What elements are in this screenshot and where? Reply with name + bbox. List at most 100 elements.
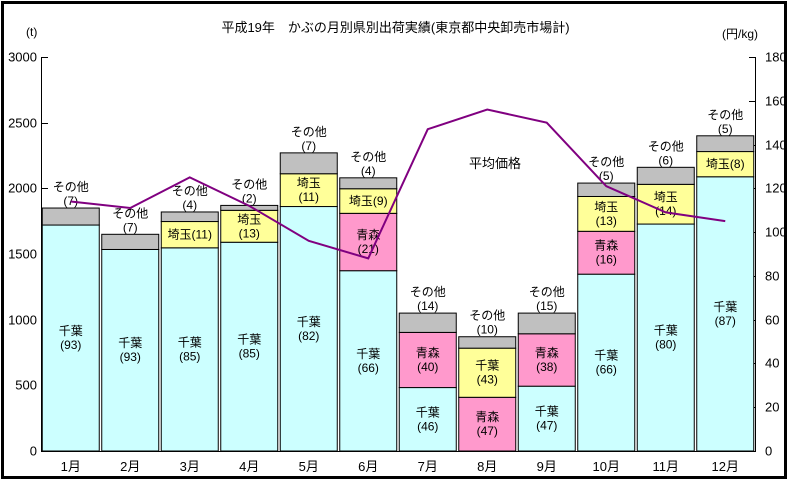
segment-label: 千葉	[594, 349, 618, 363]
right-axis-tick-label: 80	[765, 269, 779, 284]
x-axis-category-label: 10月	[593, 459, 620, 474]
segment-label: 青森	[356, 227, 380, 242]
x-axis-category-label: 9月	[537, 459, 557, 474]
segment-label-above: (5)	[599, 169, 614, 183]
bar-segment-11月-千葉	[636, 223, 695, 452]
segment-label-above: (7)	[301, 139, 316, 153]
segment-label-above: その他	[469, 309, 505, 323]
bar-segment-1月-千葉	[41, 224, 100, 452]
segment-label-above: (7)	[123, 220, 138, 234]
segment-label-above: (14)	[417, 299, 438, 313]
bar-segment-6月-埼玉	[339, 188, 398, 214]
bar-segment-11月-その他	[636, 166, 695, 185]
right-axis-tick-label: 180	[765, 50, 787, 65]
x-axis-category-label: 11月	[653, 459, 680, 474]
bar-segment-9月-その他	[517, 312, 576, 335]
segment-label: (11)	[299, 190, 319, 204]
segment-label: 千葉	[416, 405, 440, 419]
segment-label: (47)	[536, 419, 557, 433]
bar-segment-5月-その他	[279, 152, 338, 175]
segment-label: (82)	[298, 329, 319, 343]
segment-label: 青森	[594, 238, 618, 253]
segment-label: (38)	[536, 360, 557, 374]
bar-segment-12月-埼玉	[696, 151, 755, 178]
right-axis-unit-label: (円/kg)	[722, 27, 759, 41]
bar-segment-10月-千葉	[577, 273, 636, 452]
segment-label-above: (6)	[658, 153, 673, 167]
bar-segment-5月-埼玉	[279, 173, 338, 208]
segment-label-above: (15)	[536, 299, 557, 313]
segment-label-above: その他	[410, 285, 446, 299]
segment-label: 埼玉(9)	[349, 194, 388, 208]
bar-segment-4月-埼玉	[220, 209, 279, 243]
x-axis-category-label: 8月	[477, 459, 497, 474]
left-axis-unit-label: (t)	[26, 25, 38, 39]
segment-label: (85)	[179, 349, 200, 363]
segment-label-above: (2)	[242, 191, 257, 205]
bar-segment-8月-その他	[458, 336, 517, 349]
left-axis-tick-label: 500	[15, 378, 37, 393]
x-axis-category-label: 5月	[299, 459, 319, 474]
bar-segment-6月-その他	[339, 177, 398, 190]
bar-segment-10月-青森	[577, 230, 636, 275]
segment-label: 埼玉(11)	[168, 228, 212, 242]
segment-label-above: その他	[53, 180, 89, 194]
segment-label-above: その他	[172, 184, 208, 198]
segment-label: (13)	[239, 226, 260, 240]
segment-label: (43)	[477, 373, 498, 387]
bar-segment-8月-千葉	[458, 347, 517, 398]
segment-label: 千葉	[178, 335, 202, 349]
segment-label-above: (4)	[182, 198, 197, 212]
segment-label-above: その他	[648, 139, 684, 153]
segment-label: 千葉	[118, 336, 142, 350]
bar-segment-3月-その他	[160, 211, 219, 223]
segment-label-above: その他	[350, 150, 386, 164]
segment-label: (16)	[596, 253, 617, 267]
chart-title: 平成19年 かぶの月別県別出荷実績(東京都中央卸売市場計)	[221, 20, 570, 35]
left-axis-tick-label: 2000	[8, 181, 37, 196]
segment-label-above: (10)	[477, 323, 498, 337]
segment-label-above: その他	[529, 285, 565, 299]
segment-label: 千葉	[475, 359, 499, 373]
segment-label-above: その他	[707, 108, 743, 122]
x-axis-category-label: 1月	[61, 459, 81, 474]
left-axis-tick-label: 2500	[8, 116, 37, 131]
segment-label: 千葉	[713, 300, 737, 314]
x-axis-category-label: 12月	[712, 459, 739, 474]
x-axis-category-label: 2月	[120, 459, 140, 474]
right-axis-tick-label: 60	[765, 313, 779, 328]
bar-segment-2月-千葉	[101, 248, 160, 452]
bar-segment-6月-千葉	[339, 270, 398, 452]
segment-label: (80)	[655, 338, 676, 352]
segment-label: (87)	[715, 314, 736, 328]
segment-label: 千葉	[654, 324, 678, 338]
segment-label: (47)	[477, 424, 498, 438]
segment-label-above: (4)	[361, 164, 376, 178]
segment-label: 千葉	[535, 405, 559, 419]
right-axis-tick-label: 20	[765, 400, 779, 415]
segment-label: (46)	[417, 419, 438, 433]
segment-label: 千葉	[297, 315, 321, 329]
segment-label: 埼玉	[297, 176, 321, 190]
bar-segment-3月-埼玉	[160, 221, 219, 249]
segment-label: 千葉	[237, 333, 261, 347]
segment-label: (85)	[239, 347, 260, 361]
right-axis-tick-label: 0	[765, 444, 772, 459]
bar-segment-9月-千葉	[517, 385, 576, 452]
bar-segment-6月-青森	[339, 212, 398, 272]
segment-label: 青森	[475, 409, 499, 424]
segment-label-above: (5)	[718, 122, 733, 136]
bar-segment-7月-千葉	[398, 387, 457, 452]
bar-segment-12月-その他	[696, 135, 755, 153]
right-axis-tick-label: 160	[765, 94, 787, 109]
bar-segment-10月-埼玉	[577, 195, 636, 232]
segment-label: (66)	[358, 361, 379, 375]
segment-label: (40)	[417, 360, 438, 374]
right-axis-tick-label: 100	[765, 225, 787, 240]
segment-label: (93)	[60, 338, 81, 352]
segment-label: (66)	[596, 363, 617, 377]
left-axis-tick-label: 3000	[8, 50, 37, 65]
price-line-annotation: 平均価格	[468, 156, 521, 171]
